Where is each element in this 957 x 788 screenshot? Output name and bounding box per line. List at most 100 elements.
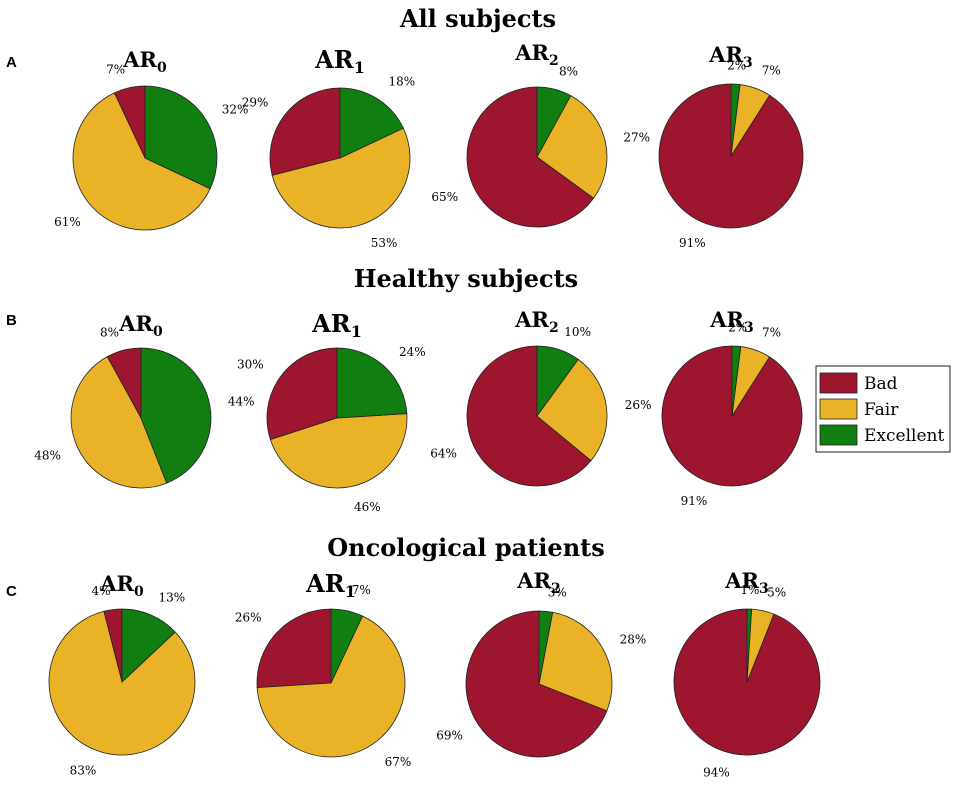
pie-slice-excellent: [538, 610, 554, 685]
pie-slice-excellent: [536, 86, 572, 158]
pie-slice-fair: [271, 127, 411, 229]
pie-label-excellent: 2%: [728, 321, 747, 335]
panel-letter-b: B: [6, 312, 17, 329]
pie-label-bad: 91%: [681, 494, 708, 508]
pie-slice-fair: [48, 610, 196, 756]
pie-label-excellent: 44%: [228, 394, 255, 408]
pie-c-ar3: AR3 94% 5% 1%: [673, 568, 821, 779]
pie-charts: AR07%61%32%AR129%53%18%AR265%27%8%AR391%…: [34, 40, 821, 779]
pie-title-ar3: AR3: [708, 42, 753, 71]
pie-slice-fair: [536, 358, 608, 462]
pie-slice-fair: [538, 611, 613, 712]
pie-label-bad: 65%: [431, 190, 458, 204]
pie-slice-fair: [536, 95, 608, 199]
pie-slice-excellent: [330, 608, 364, 684]
pie-title-ar2: AR2: [514, 40, 559, 69]
pie-title-ar0: AR0: [118, 311, 163, 340]
pie-slice-fair: [72, 92, 211, 231]
pie-slice-excellent: [144, 85, 218, 190]
pie-label-bad: 29%: [242, 96, 269, 110]
pie-b-ar1: AR1 30% 46% 24%: [237, 309, 426, 514]
pie-label-bad: 26%: [235, 611, 262, 625]
pie-a-ar1: AR1 29% 53% 18%: [242, 45, 415, 250]
pie-slice-bad: [256, 608, 332, 689]
section-title-healthy-subjects: Healthy subjects: [354, 264, 578, 293]
pie-label-fair: 26%: [625, 398, 652, 412]
panel-letter-a: A: [6, 54, 17, 71]
pie-title-ar1: AR1: [314, 45, 365, 77]
pie-title-ar3: AR3: [724, 568, 769, 597]
pie-b-ar2: AR2 64% 26% 10%: [430, 307, 652, 487]
pie-slice-excellent: [536, 345, 579, 418]
pie-label-excellent: 10%: [564, 325, 591, 339]
panel-letter-c: C: [6, 583, 17, 600]
pie-slice-excellent: [121, 608, 176, 683]
pie-a-ar3: AR3 91% 7% 2%: [658, 42, 804, 250]
pie-b-ar3: AR3 91% 7% 2%: [661, 307, 803, 508]
legend-swatch-bad: [819, 372, 858, 394]
pie-label-excellent: 7%: [352, 583, 371, 597]
pie-title-ar0: AR0: [122, 47, 167, 76]
pie-label-excellent: 13%: [159, 591, 186, 605]
pie-label-bad: 4%: [91, 584, 110, 598]
pie-slice-excellent: [336, 347, 408, 419]
pie-label-fair: 5%: [767, 585, 786, 599]
pie-label-excellent: 8%: [559, 64, 578, 78]
pie-c-ar1: AR1 26% 67% 7%: [235, 569, 411, 769]
pie-label-fair: 67%: [385, 755, 412, 769]
pie-label-fair: 83%: [70, 763, 97, 777]
pie-label-fair: 7%: [762, 326, 781, 340]
pie-label-bad: 7%: [106, 62, 125, 76]
pie-label-excellent: 2%: [727, 58, 746, 72]
pie-label-fair: 48%: [34, 449, 61, 463]
legend-label-bad: Bad: [864, 374, 898, 394]
pie-label-bad: 94%: [703, 765, 730, 779]
pie-label-excellent: 24%: [399, 345, 426, 359]
pie-slice-excellent: [339, 87, 404, 159]
pie-label-fair: 27%: [623, 131, 650, 145]
pie-slice-excellent: [731, 345, 742, 417]
pie-slice-bad: [269, 87, 341, 176]
pie-slice-fair: [70, 356, 168, 489]
legend-label-fair: Fair: [864, 400, 899, 420]
pie-slice-excellent: [140, 347, 212, 484]
legend-swatch-fair: [819, 398, 858, 420]
pie-label-bad: 30%: [237, 358, 264, 372]
pie-a-ar2: AR2 65% 27% 8%: [431, 40, 650, 228]
pie-label-bad: 91%: [679, 236, 706, 250]
pie-slice-excellent: [746, 608, 753, 683]
pie-c-ar2: AR2 69% 28% 3%: [436, 568, 647, 758]
pie-label-fair: 7%: [762, 64, 781, 78]
pie-title-ar2: AR2: [516, 568, 561, 597]
legend-label-excellent: Excellent: [864, 426, 944, 446]
pie-slice-excellent: [730, 83, 741, 157]
pie-label-fair: 53%: [371, 236, 398, 250]
pie-title-ar2: AR2: [514, 307, 559, 336]
pie-slice-fair: [256, 615, 406, 758]
pie-slice-bad: [266, 347, 338, 441]
pie-label-fair: 28%: [620, 633, 647, 647]
legend-swatch-excellent: [819, 424, 858, 446]
pie-label-bad: 64%: [430, 447, 457, 461]
pie-label-excellent: 18%: [389, 75, 416, 89]
pie-title-ar1: AR1: [311, 309, 362, 341]
pie-label-excellent: 1%: [740, 583, 759, 597]
pie-title-ar1: AR1: [305, 569, 356, 601]
pie-label-bad: 8%: [100, 325, 119, 339]
section-title-all-subjects: All subjects: [399, 4, 556, 33]
pie-slice-bad: [466, 86, 595, 228]
pie-label-excellent: 32%: [222, 102, 249, 116]
legend: Bad Fair Excellent: [815, 365, 951, 453]
pie-label-bad: 69%: [436, 729, 463, 743]
pie-label-fair: 61%: [54, 215, 81, 229]
pie-title-ar0: AR0: [99, 571, 144, 600]
pie-label-fair: 46%: [354, 500, 381, 514]
pie-slice-bad: [466, 345, 592, 487]
section-title-oncological-patients: Oncological patients: [327, 533, 605, 562]
pie-title-ar3: AR3: [709, 307, 754, 336]
pie-slice-bad: [465, 610, 608, 758]
